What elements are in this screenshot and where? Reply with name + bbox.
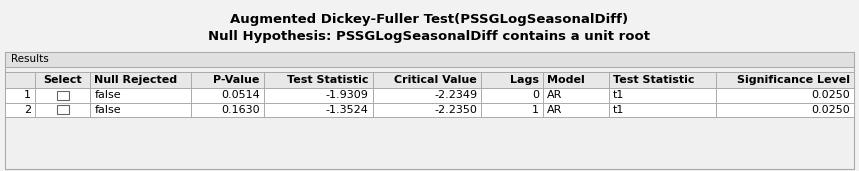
Bar: [5, 103, 854, 117]
Text: t1: t1: [613, 90, 624, 100]
Text: Null Rejected: Null Rejected: [94, 75, 177, 85]
Text: Critical Value: Critical Value: [394, 75, 477, 85]
Text: AR: AR: [547, 105, 563, 115]
Text: Augmented Dickey-Fuller Test(PSSGLogSeasonalDiff): Augmented Dickey-Fuller Test(PSSGLogSeas…: [230, 13, 629, 26]
Text: 0.1630: 0.1630: [222, 105, 260, 115]
Bar: [57, 91, 69, 100]
Text: 0: 0: [532, 90, 539, 100]
Text: false: false: [94, 90, 121, 100]
Text: Model: Model: [547, 75, 585, 85]
Text: AR: AR: [547, 90, 563, 100]
Text: Select: Select: [43, 75, 82, 85]
Text: 0.0514: 0.0514: [221, 90, 260, 100]
Text: P-Value: P-Value: [214, 75, 260, 85]
Text: 1: 1: [532, 105, 539, 115]
Text: false: false: [94, 105, 121, 115]
Bar: [5, 52, 854, 169]
Text: 1: 1: [24, 90, 31, 100]
Text: Lags: Lags: [510, 75, 539, 85]
Text: -2.2349: -2.2349: [434, 90, 477, 100]
Bar: [5, 52, 854, 67]
Text: Significance Level: Significance Level: [737, 75, 850, 85]
Text: Test Statistic: Test Statistic: [613, 75, 694, 85]
Text: -1.3524: -1.3524: [326, 105, 369, 115]
Bar: [5, 72, 854, 88]
Text: -2.2350: -2.2350: [435, 105, 477, 115]
Bar: [5, 88, 854, 103]
Text: 0.0250: 0.0250: [811, 90, 850, 100]
Text: -1.9309: -1.9309: [326, 90, 369, 100]
Text: 0.0250: 0.0250: [811, 105, 850, 115]
Text: Null Hypothesis: PSSGLogSeasonalDiff contains a unit root: Null Hypothesis: PSSGLogSeasonalDiff con…: [209, 30, 650, 43]
Text: Test Statistic: Test Statistic: [287, 75, 369, 85]
Text: 2: 2: [24, 105, 31, 115]
Text: Results: Results: [11, 54, 49, 64]
Bar: [57, 105, 69, 114]
Text: t1: t1: [613, 105, 624, 115]
